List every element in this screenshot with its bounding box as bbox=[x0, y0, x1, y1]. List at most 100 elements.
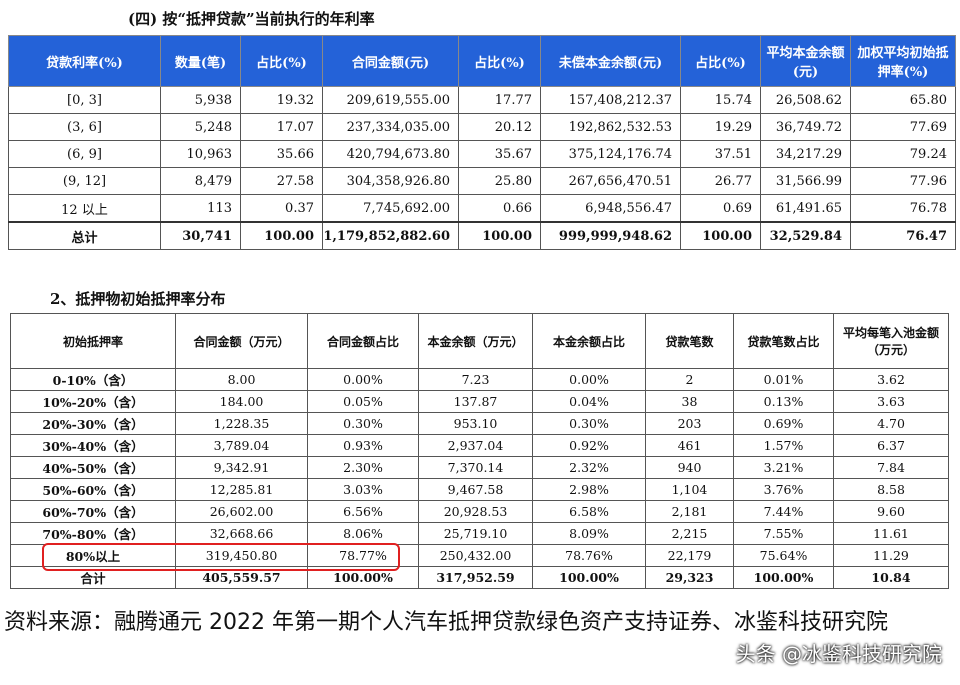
table-cell: 77.69 bbox=[850, 113, 956, 141]
table-cell: 0.00% bbox=[532, 368, 646, 391]
table-row: 40%-50%（含） 9,342.91 2.30% 7,370.14 2.32% 940 3… bbox=[10, 456, 949, 479]
table-cell: 9,342.91 bbox=[175, 456, 308, 479]
table-cell: 0.05% bbox=[307, 390, 419, 413]
table-cell: 20%-30%（含） bbox=[10, 412, 176, 435]
table-cell: 2.30% bbox=[307, 456, 419, 479]
header-cell: 占比(%) bbox=[458, 35, 541, 87]
table-cell: 184.00 bbox=[175, 390, 308, 413]
table-cell: 总计 bbox=[8, 221, 161, 250]
table-cell: 8.58 bbox=[833, 478, 949, 501]
table-cell: 7.44% bbox=[733, 500, 834, 523]
table-cell: 11.61 bbox=[833, 522, 949, 545]
table-cell: 36,749.72 bbox=[760, 113, 851, 141]
table-cell: 203 bbox=[645, 412, 734, 435]
table-cell: 19.29 bbox=[680, 113, 761, 141]
header-cell: 合同金额（万元） bbox=[175, 313, 308, 369]
table-cell: 6.37 bbox=[833, 434, 949, 457]
header-cell: 占比(%) bbox=[680, 35, 761, 87]
source-note: 资料来源：融腾通元 2022 年第一期个人汽车抵押贷款绿色资产支持证券、冰鉴科技… bbox=[4, 610, 888, 635]
table-cell: 19.32 bbox=[240, 86, 323, 114]
table-cell: 6.58% bbox=[532, 500, 646, 523]
table-cell: 17.77 bbox=[458, 86, 541, 114]
table-cell: 7,370.14 bbox=[418, 456, 533, 479]
table-row: 合计 405,559.57 100.00% 317,952.59 100.00% 29,3… bbox=[10, 566, 949, 589]
table-cell: 0.00% bbox=[307, 368, 419, 391]
table-cell: 0.37 bbox=[240, 194, 323, 223]
table-cell: 75.64% bbox=[733, 544, 834, 567]
table-cell: 0.04% bbox=[532, 390, 646, 413]
table-cell: 70%-80%（含） bbox=[10, 522, 176, 545]
table-cell: 3.21% bbox=[733, 456, 834, 479]
table-cell: [0, 3] bbox=[8, 86, 161, 114]
table-cell: 2,181 bbox=[645, 500, 734, 523]
table-cell: 40%-50%（含） bbox=[10, 456, 176, 479]
table-cell: 8.09% bbox=[532, 522, 646, 545]
header-cell: 未偿本金余额(元) bbox=[540, 35, 681, 87]
table-cell: 61,491.65 bbox=[760, 194, 851, 223]
table-cell: 5,938 bbox=[160, 86, 241, 114]
table-cell: 7.55% bbox=[733, 522, 834, 545]
table-cell: 405,559.57 bbox=[175, 566, 308, 589]
table-cell: 76.47 bbox=[850, 221, 956, 250]
table-cell: 2.98% bbox=[532, 478, 646, 501]
table-cell: 26,508.62 bbox=[760, 86, 851, 114]
table-row: (9, 12] 8,479 27.58 304,358,926.80 25.80 267,… bbox=[8, 167, 956, 195]
table-cell: 20.12 bbox=[458, 113, 541, 141]
table-row: 50%-60%（含） 12,285.81 3.03% 9,467.58 2.98% 1,1… bbox=[10, 478, 949, 501]
table-cell: 27.58 bbox=[240, 167, 323, 195]
table-cell: 78.76% bbox=[532, 544, 646, 567]
table-cell: 7.84 bbox=[833, 456, 949, 479]
table-cell: 0.92% bbox=[532, 434, 646, 457]
table-cell: 100.00 bbox=[458, 221, 541, 250]
table-cell: 6.56% bbox=[307, 500, 419, 523]
table-cell: 113 bbox=[160, 194, 241, 223]
table-cell: 32,668.66 bbox=[175, 522, 308, 545]
table-cell: 0.93% bbox=[307, 434, 419, 457]
table-cell: 26,602.00 bbox=[175, 500, 308, 523]
table-cell: 7,745,692.00 bbox=[322, 194, 459, 223]
table-cell: 9,467.58 bbox=[418, 478, 533, 501]
table-cell: 15.74 bbox=[680, 86, 761, 114]
header-cell: 合同金额占比 bbox=[307, 313, 419, 369]
table-cell: 2,937.04 bbox=[418, 434, 533, 457]
ltv-table: 初始抵押率 合同金额（万元） 合同金额占比 本金余额（万元） 本金余额占比 贷款笔数 贷款笔… bbox=[10, 313, 949, 589]
table-cell: 37.51 bbox=[680, 140, 761, 168]
table-row: (6, 9] 10,963 35.66 420,794,673.80 35.67 375,… bbox=[8, 140, 956, 168]
table-cell: 0.30% bbox=[307, 412, 419, 435]
header-cell: 本金余额占比 bbox=[532, 313, 646, 369]
table-row: (3, 6] 5,248 17.07 237,334,035.00 20.12 192,8… bbox=[8, 113, 956, 141]
table-cell: 137.87 bbox=[418, 390, 533, 413]
table-cell: 267,656,470.51 bbox=[540, 167, 681, 195]
header-cell: 贷款笔数占比 bbox=[733, 313, 834, 369]
table-cell: 30,741 bbox=[160, 221, 241, 250]
header-cell: 贷款笔数 bbox=[645, 313, 734, 369]
table-cell: 100.00 bbox=[240, 221, 323, 250]
table-cell: 34,217.29 bbox=[760, 140, 851, 168]
table-cell: 20,928.53 bbox=[418, 500, 533, 523]
table-cell: 0.30% bbox=[532, 412, 646, 435]
table-cell: 0-10%（含） bbox=[10, 368, 176, 391]
table-cell: 5,248 bbox=[160, 113, 241, 141]
table-cell: 10.84 bbox=[833, 566, 949, 589]
table-cell: 65.80 bbox=[850, 86, 956, 114]
table-row: 60%-70%（含） 26,602.00 6.56% 20,928.53 6.58% 2,… bbox=[10, 500, 949, 523]
header-cell: 加权平均初始抵押率(%) bbox=[850, 35, 956, 87]
table-cell: 0.01% bbox=[733, 368, 834, 391]
table-cell: 375,124,176.74 bbox=[540, 140, 681, 168]
header-cell: 数量(笔) bbox=[160, 35, 241, 87]
table-cell: 953.10 bbox=[418, 412, 533, 435]
table-cell: 7.23 bbox=[418, 368, 533, 391]
table-cell: 35.66 bbox=[240, 140, 323, 168]
table-cell: 2.32% bbox=[532, 456, 646, 479]
table-cell: 3.63 bbox=[833, 390, 949, 413]
table-row: 12 以上 113 0.37 7,745,692.00 0.66 6,948,556.47… bbox=[8, 194, 956, 223]
table-cell: 17.07 bbox=[240, 113, 323, 141]
table-cell: 合计 bbox=[10, 566, 176, 589]
header-cell: 本金余额（万元） bbox=[418, 313, 533, 369]
header-cell: 合同金额(元) bbox=[322, 35, 459, 87]
table-cell: 25,719.10 bbox=[418, 522, 533, 545]
table-cell: 4.70 bbox=[833, 412, 949, 435]
table-row: 总计 30,741 100.00 1,179,852,882.60 100.00 999,… bbox=[8, 221, 956, 250]
table-row: 30%-40%（含） 3,789.04 0.93% 2,937.04 0.92% 461 1… bbox=[10, 434, 949, 457]
table-cell: 12 以上 bbox=[8, 194, 161, 223]
